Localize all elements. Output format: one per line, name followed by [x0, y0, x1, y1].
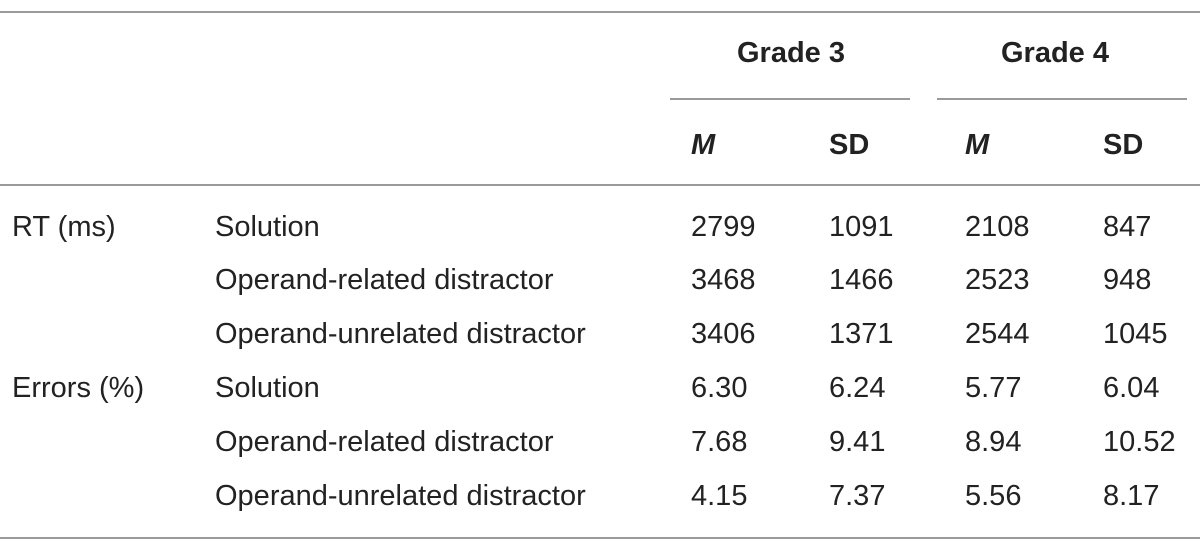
grade-3-sd-cell: 1091: [829, 211, 894, 243]
grade-4-sd-header: SD: [1103, 129, 1144, 161]
condition-label: Solution: [215, 211, 320, 243]
condition-label: Operand-unrelated distractor: [215, 318, 586, 350]
grade-4-sd-cell: 10.52: [1103, 426, 1176, 458]
grade-3-sd-header: SD: [829, 129, 870, 161]
condition-label: Operand-related distractor: [215, 426, 554, 458]
grade-4-sd-cell: 948: [1103, 264, 1152, 296]
measure-label: RT (ms): [12, 211, 116, 243]
grade-3-sd-cell: 6.24: [829, 372, 886, 404]
grade-3-mean-cell: 3468: [691, 264, 756, 296]
grade-4-mean-header: M: [965, 129, 990, 161]
grade-4-sd-cell: 1045: [1103, 318, 1168, 350]
grade-3-mean-cell: 7.68: [691, 426, 748, 458]
grade-3-mean-cell: 2799: [691, 211, 756, 243]
grade-3-header: Grade 3: [737, 37, 845, 69]
grade-3-sd-cell: 1371: [829, 318, 894, 350]
condition-label: Operand-unrelated distractor: [215, 480, 586, 512]
grade-4-sd-cell: 8.17: [1103, 480, 1160, 512]
grade-4-mean-cell: 5.56: [965, 480, 1022, 512]
condition-label: Solution: [215, 372, 320, 404]
grade-4-mean-cell: 2544: [965, 318, 1030, 350]
grade-3-sd-cell: 9.41: [829, 426, 886, 458]
grade-3-sd-cell: 7.37: [829, 480, 886, 512]
grade-4-rule: [937, 98, 1187, 100]
grade-4-sd-cell: 6.04: [1103, 372, 1160, 404]
table-bottom-rule: [0, 537, 1200, 539]
grade-4-mean-cell: 8.94: [965, 426, 1022, 458]
grade-3-mean-cell: 4.15: [691, 480, 748, 512]
grade-4-mean-cell: 2108: [965, 211, 1030, 243]
grade-3-sd-cell: 1466: [829, 264, 894, 296]
header-rule: [0, 184, 1200, 186]
grade-4-sd-cell: 847: [1103, 211, 1152, 243]
grade-3-mean-header: M: [691, 129, 716, 161]
grade-3-rule: [670, 98, 910, 100]
condition-label: Operand-related distractor: [215, 264, 554, 296]
measure-label: Errors (%): [12, 372, 145, 404]
grade-3-mean-cell: 3406: [691, 318, 756, 350]
grade-4-mean-cell: 2523: [965, 264, 1030, 296]
grade-3-mean-cell: 6.30: [691, 372, 748, 404]
grade-4-header: Grade 4: [1001, 37, 1109, 69]
table-top-rule: [0, 11, 1200, 13]
grade-4-mean-cell: 5.77: [965, 372, 1022, 404]
